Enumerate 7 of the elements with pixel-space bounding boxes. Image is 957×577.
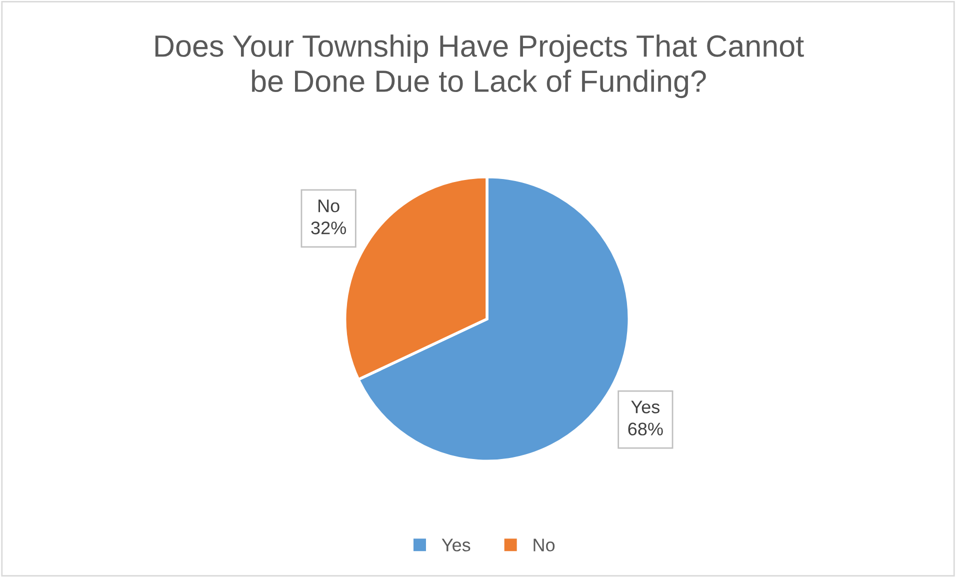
chart-title: Does Your Township Have Projects That Cannot be Done Due to Lack of Funding?	[155, 34, 804, 98]
slice-label: Yes	[631, 400, 660, 414]
legend-label: No	[534, 538, 555, 552]
data-label: 68%	[628, 422, 663, 436]
data-label: 32%	[311, 222, 346, 234]
legend-label: Yes	[442, 538, 470, 552]
slice-label: No	[318, 200, 340, 212]
